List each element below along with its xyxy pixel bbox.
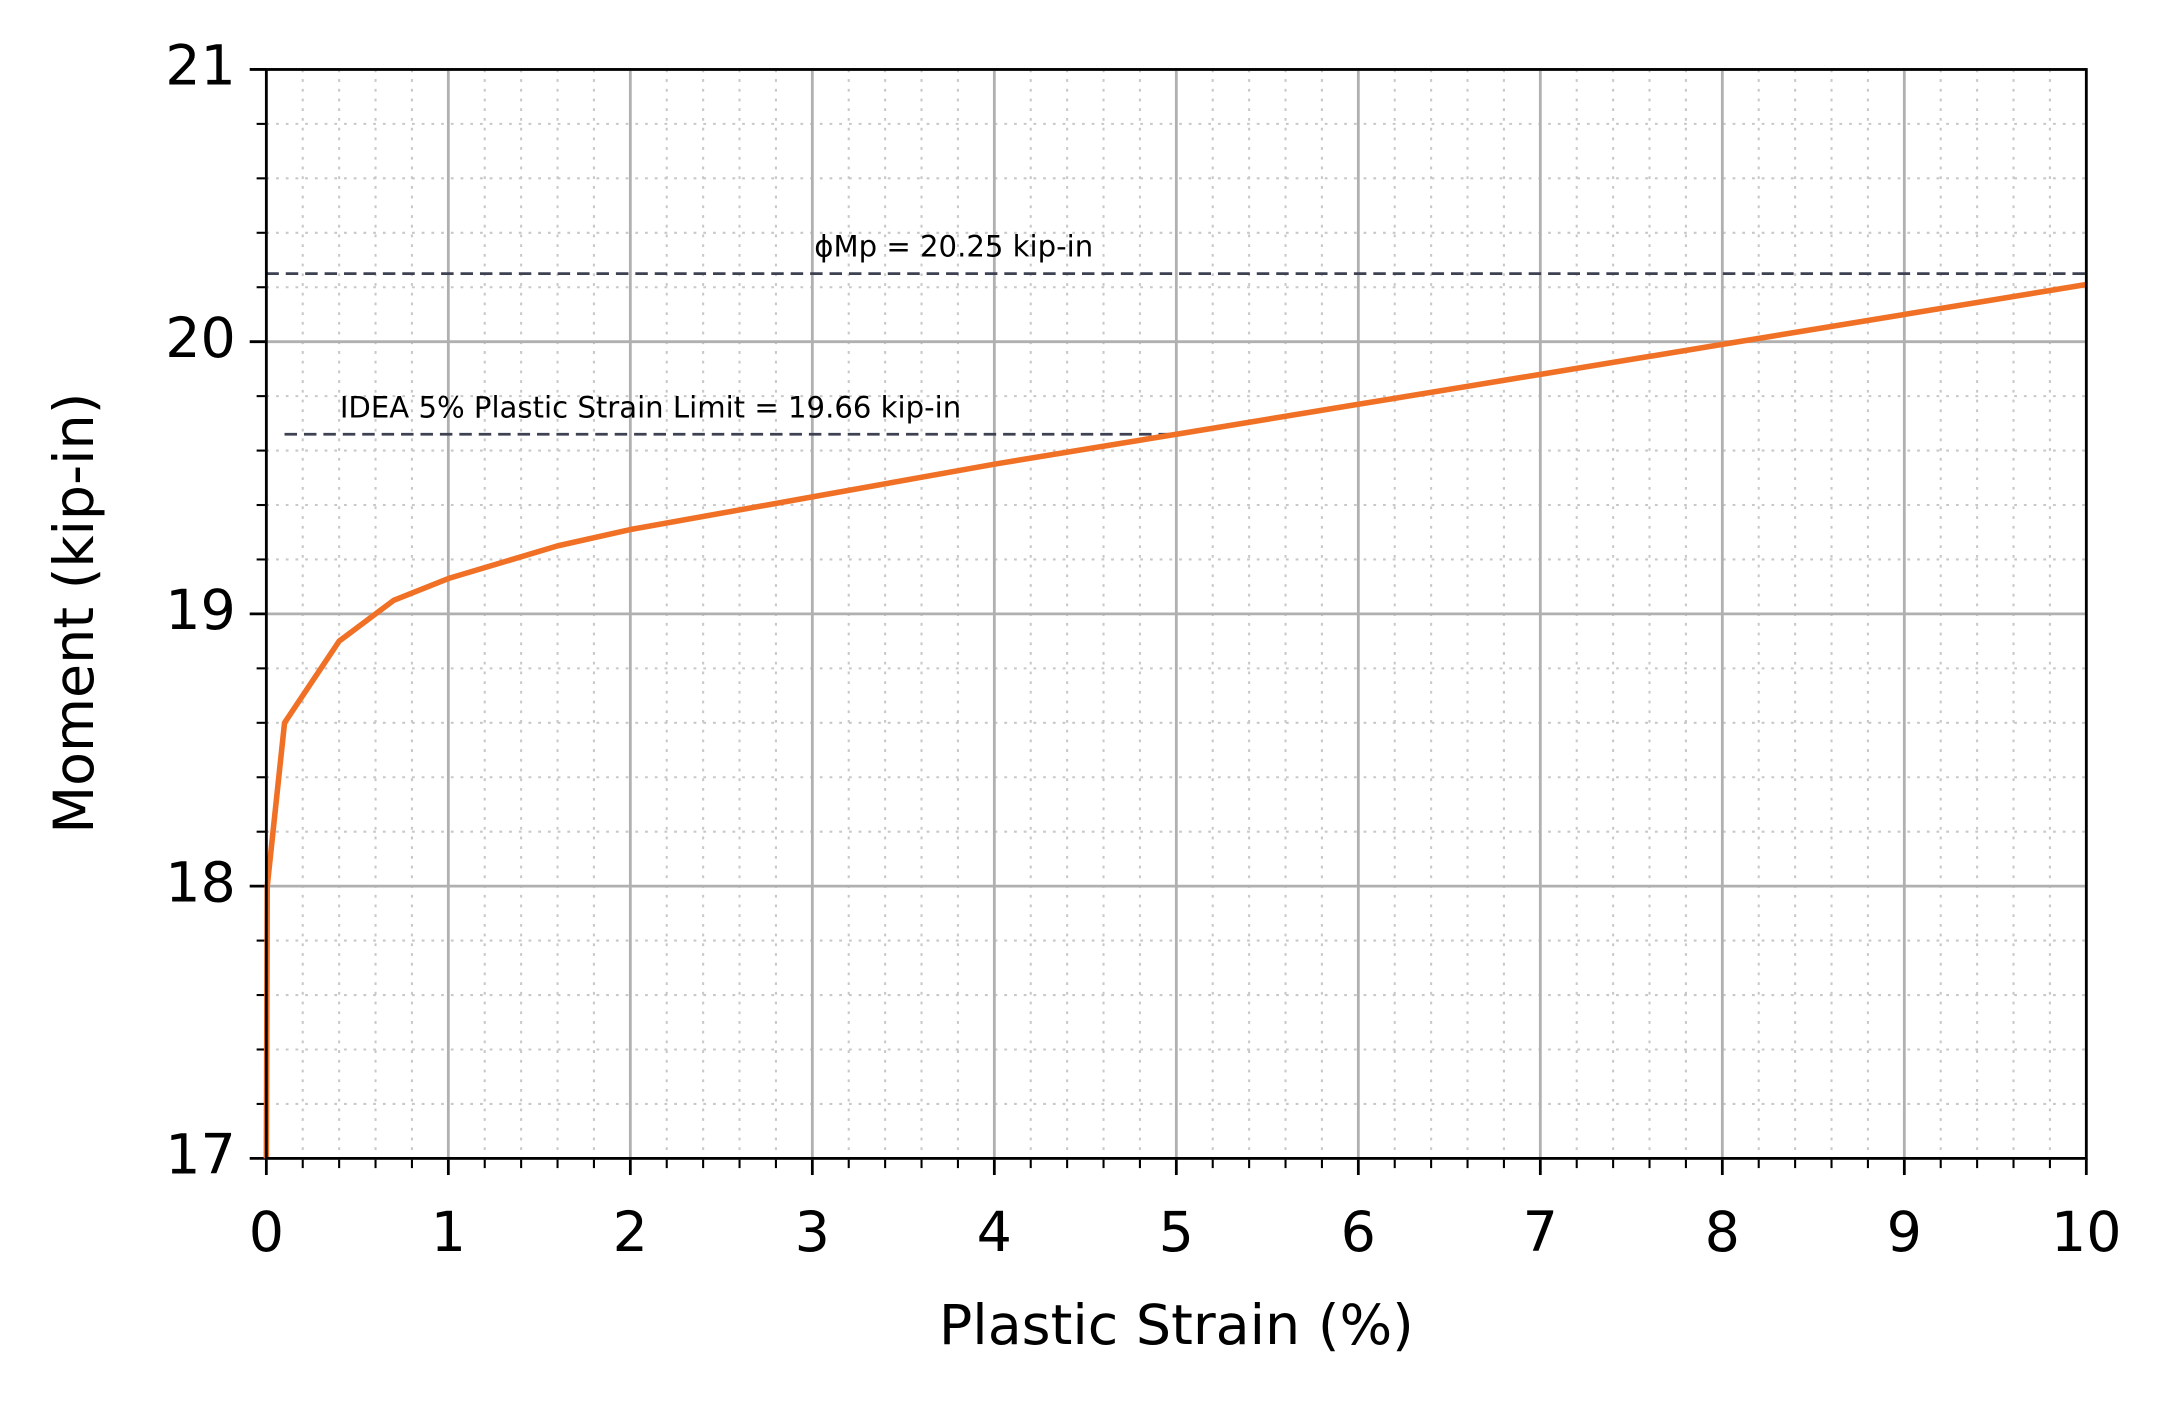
x-tick-label: 4 <box>977 1201 1012 1265</box>
x-tick-label: 2 <box>613 1201 648 1265</box>
x-tick-label: 10 <box>2051 1201 2122 1265</box>
x-axis-label: Plastic Strain (%) <box>939 1294 1414 1358</box>
x-tick-label: 3 <box>795 1201 830 1265</box>
x-tick-label: 1 <box>431 1201 466 1265</box>
x-tick-label: 9 <box>1887 1201 1922 1265</box>
reference-label: IDEA 5% Plastic Strain Limit = 19.66 kip… <box>340 390 961 424</box>
y-tick-label: 19 <box>165 579 236 643</box>
y-tick-label: 18 <box>165 851 236 915</box>
x-tick-label: 7 <box>1523 1201 1558 1265</box>
y-tick-label: 17 <box>165 1124 236 1188</box>
x-tick-label: 0 <box>249 1201 284 1265</box>
y-axis-label: Moment (kip-in) <box>43 393 107 834</box>
reference-label: ϕMp = 20.25 kip-in <box>814 230 1093 264</box>
x-tick-label: 6 <box>1341 1201 1376 1265</box>
data-line <box>263 281 2087 1159</box>
y-tick-label: 20 <box>165 307 236 371</box>
x-tick-label: 8 <box>1705 1201 1740 1265</box>
x-tick-label: 5 <box>1159 1201 1194 1265</box>
plot-frame <box>264 68 2088 1160</box>
y-tick-label: 21 <box>165 35 236 99</box>
